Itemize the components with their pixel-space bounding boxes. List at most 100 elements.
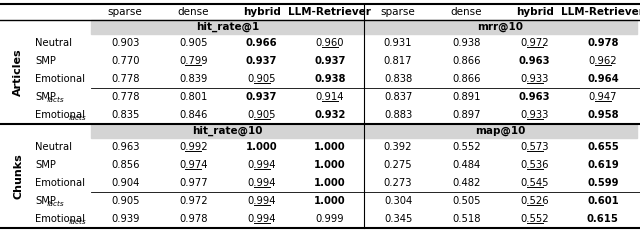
Text: Emotional: Emotional: [35, 178, 85, 188]
Text: 0.839: 0.839: [179, 74, 207, 84]
Text: 0.905: 0.905: [179, 38, 207, 48]
Text: 0.770: 0.770: [111, 56, 140, 66]
Text: 0.914: 0.914: [316, 92, 344, 102]
Text: 0.835: 0.835: [111, 110, 140, 120]
Text: 0.484: 0.484: [452, 160, 481, 170]
Text: dense: dense: [451, 7, 482, 17]
Text: 0.933: 0.933: [520, 110, 549, 120]
Text: 0.883: 0.883: [384, 110, 412, 120]
Text: hybrid: hybrid: [516, 7, 554, 17]
Text: 0.947: 0.947: [589, 92, 617, 102]
Text: SMP: SMP: [35, 92, 56, 102]
Text: 0.904: 0.904: [111, 178, 140, 188]
Text: 0.932: 0.932: [314, 110, 346, 120]
Text: 1.000: 1.000: [314, 142, 346, 152]
Text: Articles: Articles: [13, 48, 23, 96]
Text: 0.891: 0.891: [452, 92, 481, 102]
Text: 0.778: 0.778: [111, 74, 140, 84]
Text: hit_rate@10: hit_rate@10: [192, 126, 263, 136]
Text: 1.000: 1.000: [246, 142, 277, 152]
Text: 0.931: 0.931: [384, 38, 412, 48]
Text: 0.866: 0.866: [452, 56, 481, 66]
Text: 0.937: 0.937: [246, 92, 277, 102]
Text: 0.972: 0.972: [520, 38, 549, 48]
Bar: [91, 124, 637, 138]
Text: 0.545: 0.545: [520, 178, 549, 188]
Text: 0.966: 0.966: [246, 38, 277, 48]
Text: SMP: SMP: [35, 56, 56, 66]
Text: 0.838: 0.838: [384, 74, 412, 84]
Text: hybrid: hybrid: [243, 7, 280, 17]
Text: 0.599: 0.599: [587, 178, 619, 188]
Text: 0.972: 0.972: [179, 196, 208, 206]
Text: facts: facts: [46, 201, 64, 207]
Text: 0.938: 0.938: [452, 38, 481, 48]
Text: SMP: SMP: [35, 196, 56, 206]
Text: 0.978: 0.978: [179, 214, 207, 224]
Text: 0.817: 0.817: [384, 56, 412, 66]
Text: 0.938: 0.938: [314, 74, 346, 84]
Text: 0.552: 0.552: [452, 142, 481, 152]
Text: 0.552: 0.552: [520, 214, 549, 224]
Text: 0.801: 0.801: [179, 92, 207, 102]
Text: 0.963: 0.963: [519, 56, 550, 66]
Text: Neutral: Neutral: [35, 142, 72, 152]
Text: LLM-Retriever: LLM-Retriever: [561, 7, 640, 17]
Text: mrr@10: mrr@10: [477, 22, 524, 32]
Text: 0.977: 0.977: [179, 178, 208, 188]
Text: Emotional: Emotional: [35, 214, 85, 224]
Text: 0.655: 0.655: [587, 142, 619, 152]
Text: 0.905: 0.905: [248, 110, 276, 120]
Text: 0.866: 0.866: [452, 74, 481, 84]
Text: 0.903: 0.903: [111, 38, 140, 48]
Text: 0.937: 0.937: [314, 56, 346, 66]
Text: 0.905: 0.905: [111, 196, 140, 206]
Text: facts: facts: [68, 115, 86, 121]
Text: 0.601: 0.601: [587, 196, 619, 206]
Text: 0.994: 0.994: [248, 178, 276, 188]
Text: sparse: sparse: [381, 7, 415, 17]
Text: 0.505: 0.505: [452, 196, 481, 206]
Text: Chunks: Chunks: [13, 153, 23, 199]
Text: 0.799: 0.799: [179, 56, 208, 66]
Text: 0.992: 0.992: [179, 142, 208, 152]
Text: 0.778: 0.778: [111, 92, 140, 102]
Text: 1.000: 1.000: [314, 196, 346, 206]
Text: 0.939: 0.939: [111, 214, 140, 224]
Text: 0.345: 0.345: [384, 214, 412, 224]
Text: 0.964: 0.964: [587, 74, 619, 84]
Text: 0.994: 0.994: [248, 196, 276, 206]
Text: 0.960: 0.960: [316, 38, 344, 48]
Text: 0.978: 0.978: [587, 38, 619, 48]
Text: facts: facts: [68, 219, 86, 225]
Text: 0.994: 0.994: [248, 160, 276, 170]
Text: 0.392: 0.392: [384, 142, 412, 152]
Text: 0.536: 0.536: [520, 160, 549, 170]
Text: 0.962: 0.962: [589, 56, 617, 66]
Text: 0.573: 0.573: [520, 142, 549, 152]
Text: Neutral: Neutral: [35, 38, 72, 48]
Text: sparse: sparse: [108, 7, 143, 17]
Text: 0.974: 0.974: [179, 160, 207, 170]
Text: 0.619: 0.619: [587, 160, 619, 170]
Text: 0.837: 0.837: [384, 92, 412, 102]
Text: Emotional: Emotional: [35, 74, 85, 84]
Text: 0.846: 0.846: [179, 110, 207, 120]
Text: hit_rate@1: hit_rate@1: [196, 22, 259, 32]
Text: 0.963: 0.963: [111, 142, 140, 152]
Bar: [91, 20, 637, 34]
Text: 1.000: 1.000: [314, 178, 346, 188]
Text: Emotional: Emotional: [35, 110, 85, 120]
Text: 0.897: 0.897: [452, 110, 481, 120]
Text: 0.963: 0.963: [519, 92, 550, 102]
Text: 0.482: 0.482: [452, 178, 481, 188]
Text: 0.518: 0.518: [452, 214, 481, 224]
Text: 0.856: 0.856: [111, 160, 140, 170]
Text: map@10: map@10: [476, 126, 525, 136]
Text: 1.000: 1.000: [314, 160, 346, 170]
Text: 0.937: 0.937: [246, 56, 277, 66]
Text: 0.958: 0.958: [587, 110, 619, 120]
Text: SMP: SMP: [35, 160, 56, 170]
Text: 0.304: 0.304: [384, 196, 412, 206]
Text: LLM-Retriever: LLM-Retriever: [289, 7, 371, 17]
